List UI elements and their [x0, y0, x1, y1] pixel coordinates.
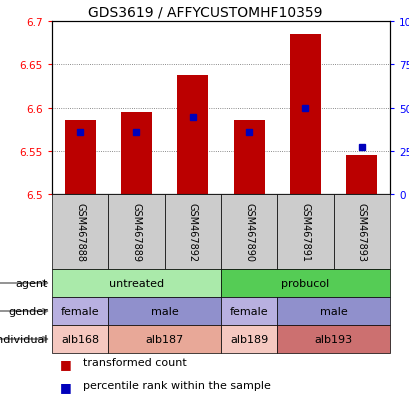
Bar — [220, 195, 276, 269]
Text: alb189: alb189 — [229, 334, 267, 344]
Text: individual: individual — [0, 334, 48, 344]
Text: GSM467892: GSM467892 — [187, 202, 198, 261]
Text: GDS3619 / AFFYCUSTOMHF10359: GDS3619 / AFFYCUSTOMHF10359 — [88, 5, 321, 19]
Text: GSM467893: GSM467893 — [356, 202, 366, 261]
Bar — [233, 121, 264, 195]
Text: gender: gender — [8, 306, 48, 316]
Bar — [289, 35, 320, 195]
Bar — [52, 195, 108, 269]
Text: female: female — [229, 306, 268, 316]
Text: GSM467888: GSM467888 — [75, 202, 85, 261]
Text: alb187: alb187 — [145, 334, 183, 344]
Text: GSM467890: GSM467890 — [244, 202, 254, 261]
Text: agent: agent — [16, 278, 48, 288]
Text: transformed count: transformed count — [83, 357, 186, 367]
Text: probucol: probucol — [281, 278, 329, 288]
Bar — [108, 297, 220, 325]
Bar — [65, 121, 95, 195]
Text: alb193: alb193 — [314, 334, 352, 344]
Text: ■: ■ — [60, 380, 72, 393]
Bar — [164, 195, 220, 269]
Bar — [177, 76, 208, 195]
Text: GSM467891: GSM467891 — [300, 202, 310, 261]
Bar — [346, 156, 376, 195]
Text: male: male — [151, 306, 178, 316]
Bar — [121, 113, 152, 195]
Text: GSM467889: GSM467889 — [131, 202, 141, 261]
Text: untreated: untreated — [109, 278, 164, 288]
Bar — [220, 297, 276, 325]
Text: female: female — [61, 306, 99, 316]
Bar — [276, 325, 389, 353]
Bar — [333, 195, 389, 269]
Bar — [220, 269, 389, 297]
Bar — [276, 297, 389, 325]
Bar — [52, 269, 220, 297]
Text: male: male — [319, 306, 347, 316]
Bar — [276, 195, 333, 269]
Text: percentile rank within the sample: percentile rank within the sample — [83, 380, 270, 390]
Bar — [108, 325, 220, 353]
Bar — [108, 195, 164, 269]
Text: alb168: alb168 — [61, 334, 99, 344]
Bar — [220, 325, 276, 353]
Bar — [52, 297, 108, 325]
Bar — [52, 325, 108, 353]
Text: ■: ■ — [60, 357, 72, 370]
